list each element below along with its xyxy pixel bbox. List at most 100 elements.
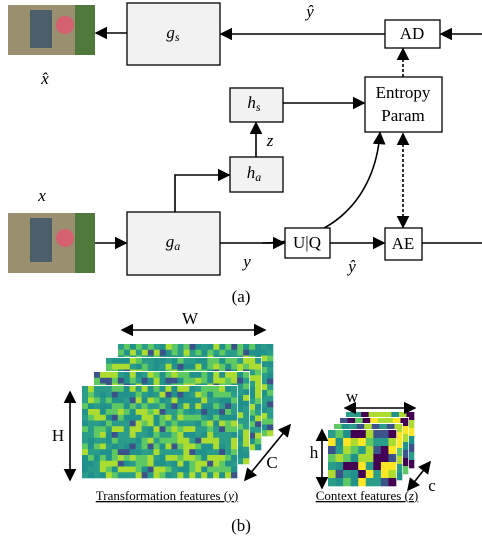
feature-cell (373, 430, 381, 438)
feature-cell (88, 455, 94, 461)
feature-cell (118, 472, 124, 478)
feature-cell (373, 438, 381, 446)
feature-cell (82, 398, 88, 404)
feature-cell (225, 444, 231, 450)
feature-cell (124, 364, 130, 370)
feature-cell (231, 426, 237, 432)
feature-cell (255, 433, 261, 439)
feature-cell (148, 392, 154, 398)
feature-cell (160, 386, 166, 392)
feature-cell (154, 461, 160, 467)
feature-cell (160, 378, 166, 384)
feature-cell (183, 403, 189, 409)
label: AD (400, 24, 425, 43)
feature-cell (195, 467, 201, 473)
feature-cell (106, 449, 112, 455)
feature-cell (381, 462, 389, 470)
feature-cell (225, 449, 231, 455)
feature-cell (130, 455, 136, 461)
feature-cell (184, 358, 190, 364)
feature-cell (261, 396, 267, 402)
feature-cell (213, 364, 219, 370)
feature-cell (148, 432, 154, 438)
feature-cell (94, 455, 100, 461)
feature-cell (267, 350, 273, 356)
feature-cell (225, 438, 231, 444)
feature-cell (225, 350, 231, 356)
feature-cell (336, 454, 344, 462)
feature-cell (225, 398, 231, 404)
feature-cell (366, 446, 374, 454)
feature-cell (177, 438, 183, 444)
feature-cell (231, 392, 237, 398)
feature-cell (231, 403, 237, 409)
feature-cell (118, 398, 124, 404)
feature-cell (183, 372, 189, 378)
feature-cell (160, 409, 166, 415)
feature-cell (124, 426, 130, 432)
feature-cell (189, 455, 195, 461)
feature-cell (178, 344, 184, 350)
feature-cell (124, 421, 130, 427)
feature-cell (213, 461, 219, 467)
feature-cell (207, 444, 213, 450)
feature-cell (243, 389, 249, 395)
feature-cell (243, 364, 249, 370)
feature-cell (136, 409, 142, 415)
feature-cell (154, 421, 160, 427)
feature-cell (237, 418, 243, 424)
feature-cell (165, 398, 171, 404)
feature-cell (255, 370, 261, 376)
feature-cell (88, 432, 94, 438)
feature-cell (82, 472, 88, 478)
feature-cell (154, 358, 160, 364)
feature-cell (130, 350, 136, 356)
feature-cell (237, 447, 243, 453)
feature-cell (82, 409, 88, 415)
feature-cell (213, 358, 219, 364)
feature-cell (177, 372, 183, 378)
feature-cell (124, 398, 130, 404)
feature-cell (142, 364, 148, 370)
caption: Transformation features (y) (96, 488, 239, 503)
feature-cell (136, 472, 142, 478)
feature-cell (165, 438, 171, 444)
feature-cell (171, 403, 177, 409)
feature-cell (154, 415, 160, 421)
feature-cell (255, 410, 261, 416)
feature-cell (249, 398, 255, 404)
feature-cell (106, 467, 112, 473)
feature-cell (231, 409, 237, 415)
feature-cell (184, 344, 190, 350)
feature-cell (351, 478, 359, 486)
feature-cell (130, 386, 136, 392)
feature-cell (243, 441, 249, 447)
feature-cell (225, 364, 231, 370)
feature-cell (351, 438, 359, 446)
feature-cell (154, 392, 160, 398)
feature-cell (189, 392, 195, 398)
feature-cell (201, 426, 207, 432)
feature-cell (148, 364, 154, 370)
feature-cell (207, 438, 213, 444)
feature-cell (219, 449, 225, 455)
feature-cell (243, 424, 249, 430)
feature-cell (201, 421, 207, 427)
feature-cell (136, 449, 142, 455)
feature-cell (88, 386, 94, 392)
feature-cell (231, 415, 237, 421)
feature-cell (207, 364, 213, 370)
feature-cell (201, 378, 207, 384)
feature-cell (148, 472, 154, 478)
feature-cell (249, 381, 255, 387)
feature-cell (118, 461, 124, 467)
feature-cell (165, 461, 171, 467)
feature-cell (267, 419, 273, 425)
feature-cell (381, 446, 389, 454)
feature-cell (148, 438, 154, 444)
feature-cell (160, 426, 166, 432)
feature-cell (106, 409, 112, 415)
feature-cell (88, 426, 94, 432)
feature-cell (243, 401, 249, 407)
feature-cell (255, 439, 261, 445)
